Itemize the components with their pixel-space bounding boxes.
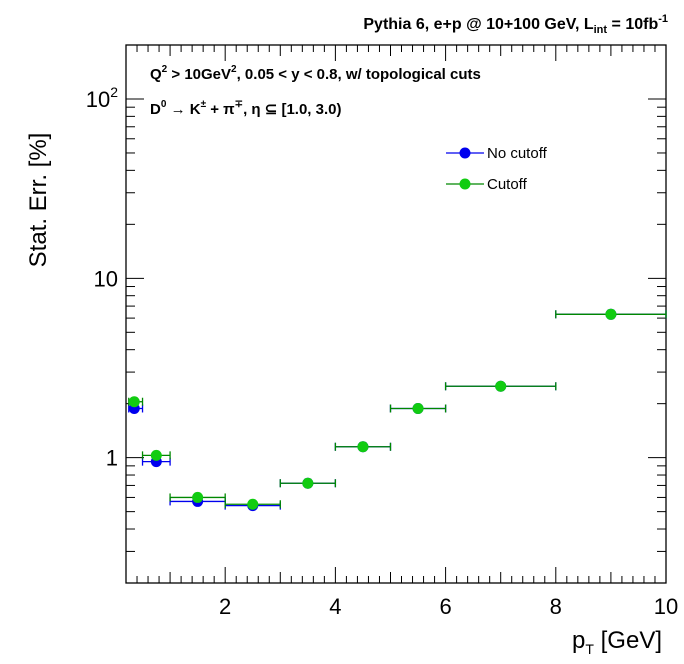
x-tick-label: 4: [329, 594, 341, 619]
x-tick-label: 6: [439, 594, 451, 619]
series-cutoff: [128, 308, 667, 510]
x-tick-label: 8: [550, 594, 562, 619]
annotation-arrow: → K: [166, 101, 200, 118]
legend-item-cutoff: Cutoff: [446, 176, 528, 193]
y-tick-label: 10: [94, 266, 118, 291]
x-axis-label: pT [GeV]: [572, 627, 662, 657]
data-point: [495, 380, 507, 392]
y-tick-label: 102: [86, 84, 118, 112]
x-axis-label-sub: T: [585, 641, 594, 657]
annotation-eta: , η ⊆ [1.0, 3.0): [243, 101, 341, 118]
data-point: [357, 441, 369, 453]
legend-marker-no-cutoff: [459, 147, 471, 159]
data-point: [128, 396, 140, 408]
x-tick-label: 2: [219, 594, 231, 619]
legend-label-no-cutoff: No cutoff: [487, 145, 548, 162]
chart-title-sub: int: [594, 24, 608, 36]
x-axis-label-p: p: [572, 627, 585, 654]
annotation-line-2: D0 → K± + π∓, η ⊆ [1.0, 3.0): [150, 99, 342, 118]
annotation-mid: > 10GeV: [167, 66, 231, 83]
chart-title-sup: -1: [658, 13, 668, 25]
chart-title-tail: = 10fb: [607, 16, 658, 33]
data-point: [150, 449, 162, 461]
legend: No cutoff Cutoff: [446, 145, 548, 193]
data-point: [605, 308, 617, 320]
x-tick-label: 10: [654, 594, 678, 619]
data-point: [192, 491, 204, 503]
annotation-line-1: Q2 > 10GeV2, 0.05 < y < 0.8, w/ topologi…: [150, 64, 481, 83]
data-point: [247, 498, 259, 510]
annotation-plus: + π: [206, 101, 235, 118]
legend-label-cutoff: Cutoff: [487, 176, 528, 193]
chart-title: Pythia 6, e+p @ 10+100 GeV, Lint = 10fb-…: [363, 13, 668, 36]
legend-item-no-cutoff: No cutoff: [446, 145, 548, 162]
data-layer: [128, 308, 667, 512]
y-tick-label: 1: [106, 446, 118, 471]
x-axis-label-tail: [GeV]: [594, 627, 662, 654]
annotation-d-sup: 0: [161, 99, 167, 110]
y-axis-label: Stat. Err. [%]: [25, 133, 52, 268]
annotation-q-sup: 2: [162, 64, 168, 75]
annotation-d: D: [150, 101, 161, 118]
annotation-pi-sup: ∓: [235, 99, 243, 110]
series-no-cutoff: [128, 308, 667, 512]
annotation-mid-sup: 2: [231, 64, 237, 75]
chart-title-main: Pythia 6, e+p @ 10+100 GeV, L: [363, 16, 593, 33]
axis-ticks: 2 4 6 8 10 1 10 102: [86, 44, 678, 619]
annotation-tail: , 0.05 < y < 0.8, w/ topological cuts: [237, 66, 481, 83]
annotation-q: Q: [150, 66, 162, 83]
annotation-k-sup: ±: [201, 99, 207, 110]
legend-marker-cutoff: [459, 178, 471, 190]
data-point: [302, 477, 314, 489]
data-point: [412, 402, 424, 414]
